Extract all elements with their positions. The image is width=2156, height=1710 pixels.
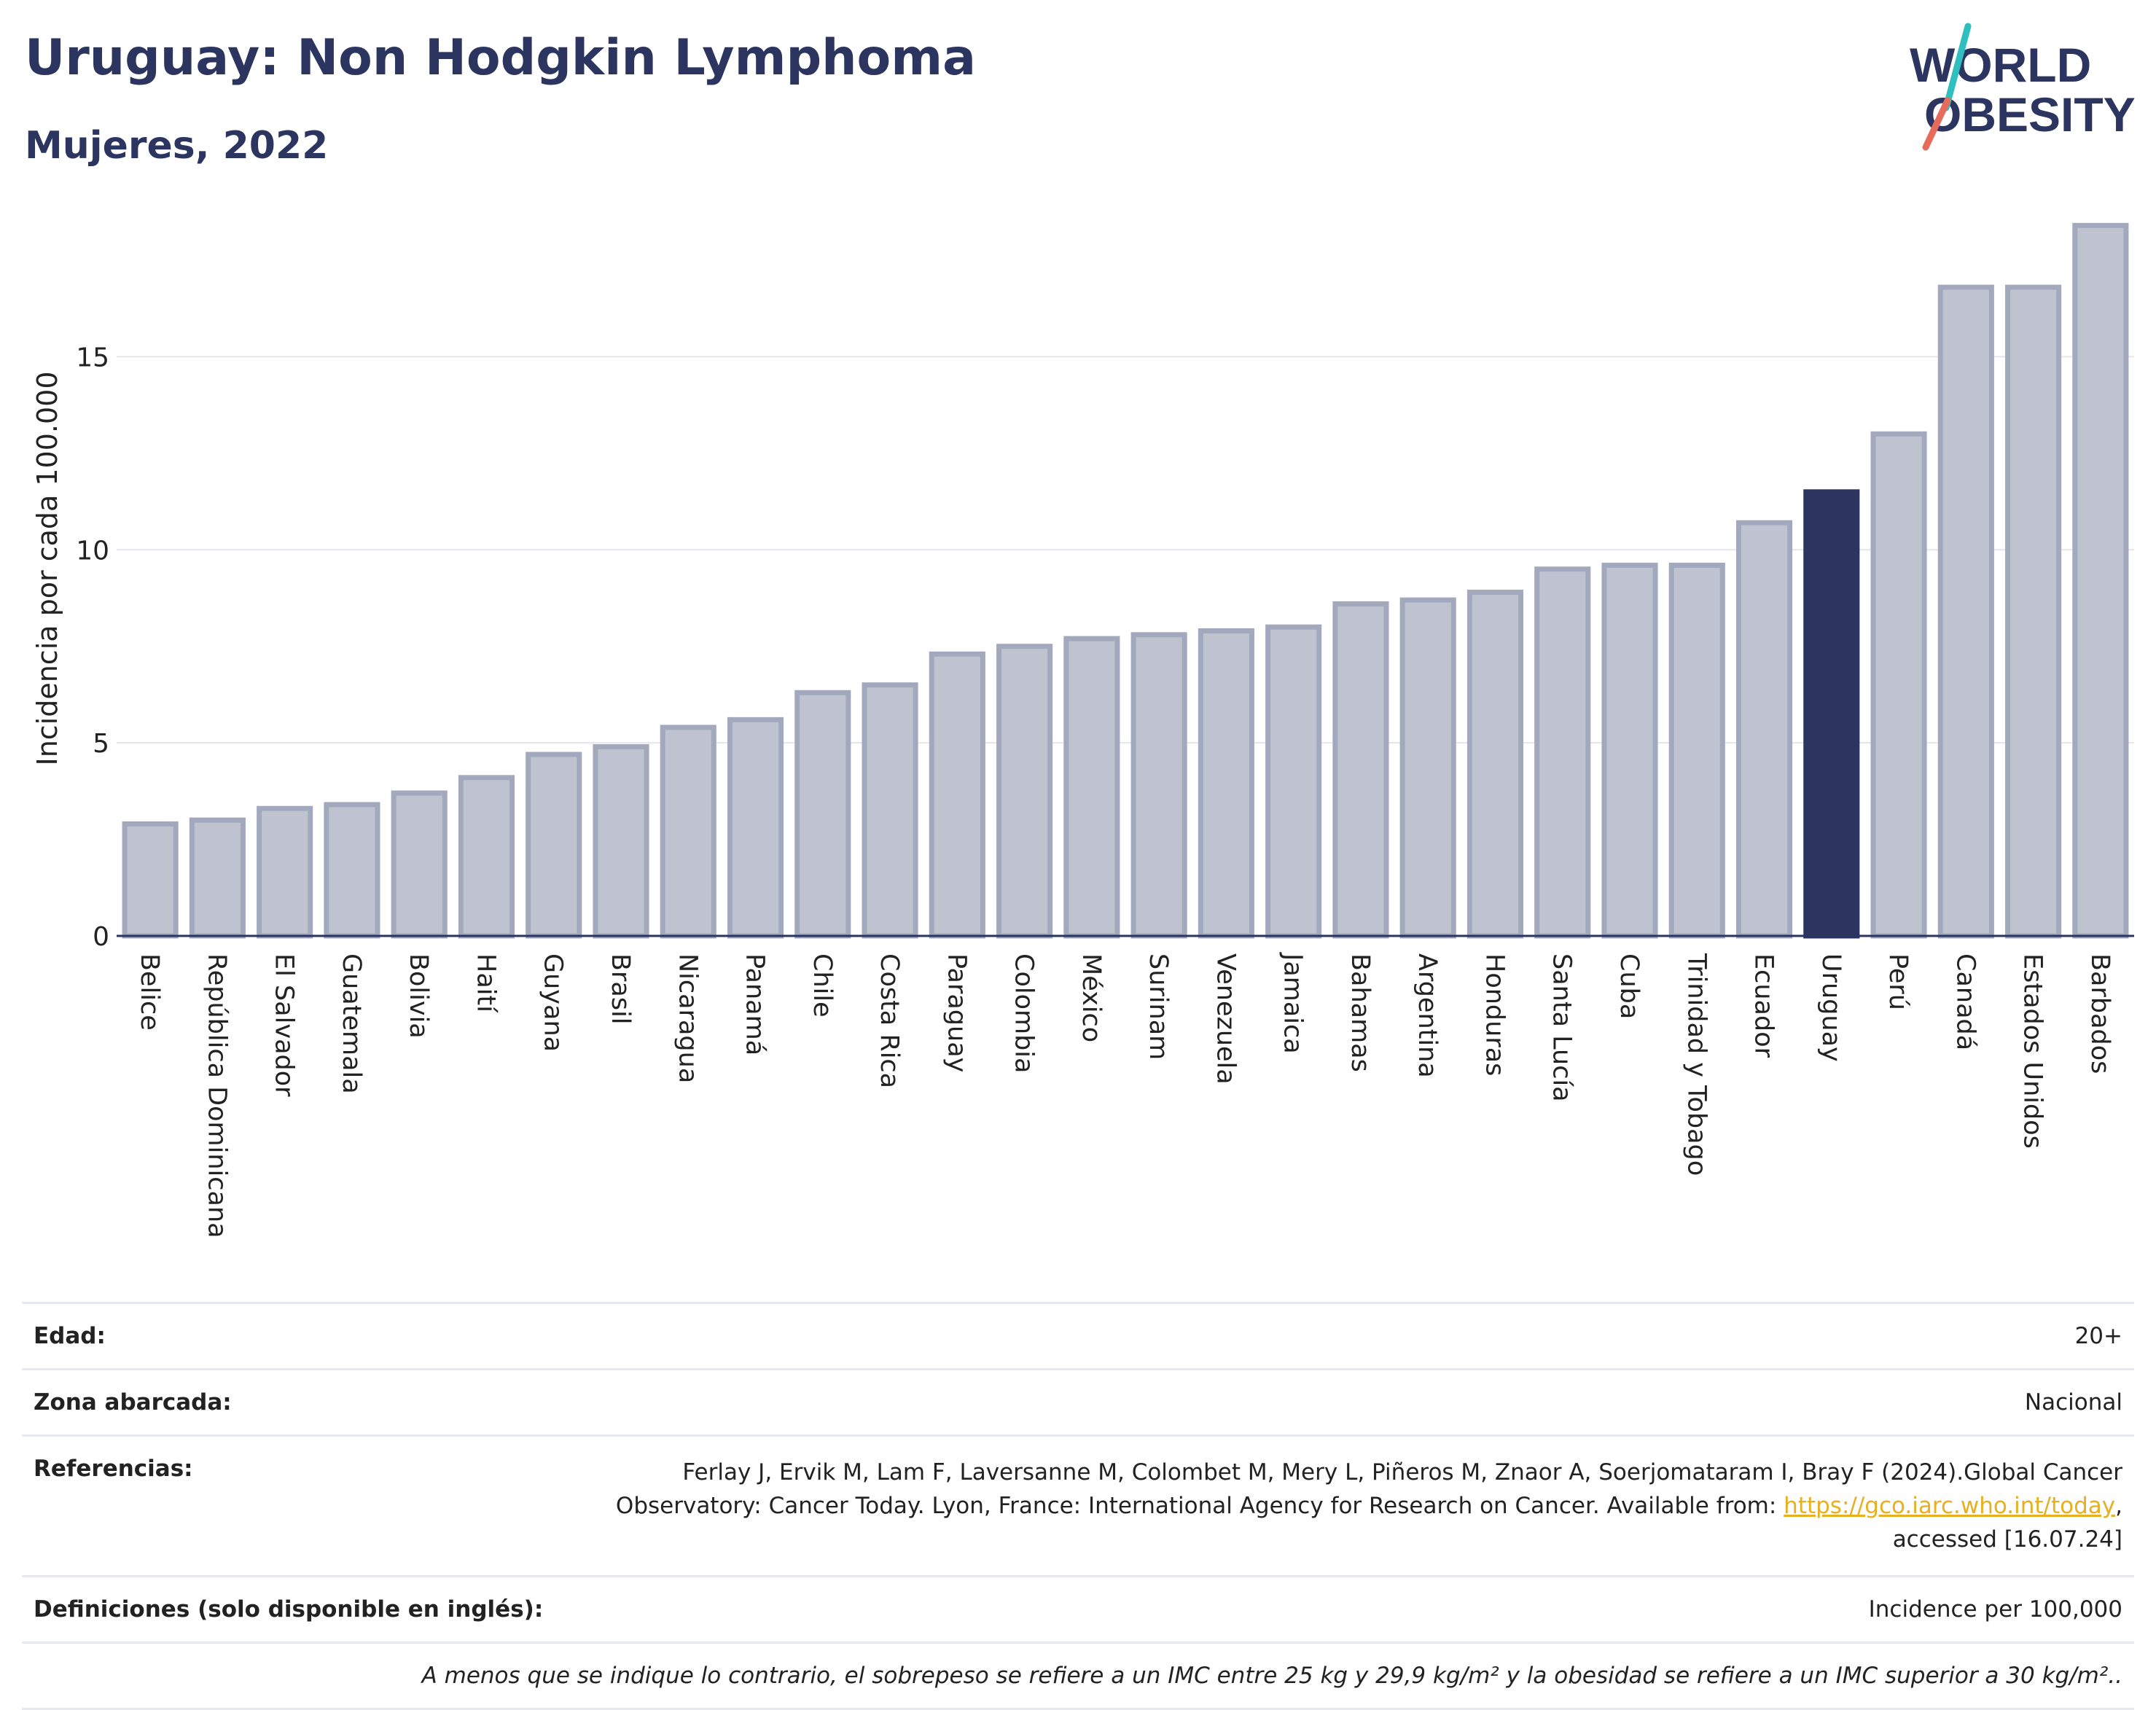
- chart-title: Uruguay: Non Hodgkin Lymphoma: [25, 29, 976, 87]
- bar: [526, 751, 582, 939]
- bar: [1937, 284, 1994, 939]
- gco-link[interactable]: https://gco.iarc.who.int/today: [1784, 1493, 2116, 1519]
- x-tick-label: Jamaica: [1278, 952, 1308, 1054]
- logo-obesity-text: OBESITY: [1924, 87, 2136, 141]
- info-table: Edad: 20+ Zona abarcada: Nacional Refere…: [22, 1302, 2134, 1710]
- bar: [593, 743, 649, 939]
- x-tick-label: Guatemala: [337, 953, 366, 1094]
- bar: [929, 651, 985, 939]
- bar: [189, 817, 246, 939]
- x-tick-label: El Salvador: [270, 953, 299, 1097]
- bar: [660, 725, 716, 939]
- bar: [257, 805, 313, 939]
- logo-world-text: WORLD: [1910, 38, 2091, 92]
- bar: [2005, 284, 2062, 939]
- x-tick-label: Bahamas: [1345, 953, 1375, 1072]
- bar: [2072, 222, 2129, 939]
- x-tick-label: República Dominicana: [202, 953, 231, 1238]
- bar: [1063, 636, 1120, 939]
- x-tick-label: Haití: [471, 953, 500, 1013]
- y-tick-label: 15: [76, 343, 109, 372]
- bar: [1399, 597, 1456, 939]
- x-tick-label: Belice: [135, 953, 164, 1031]
- bar: [122, 821, 179, 939]
- axes: 0 5 10 15 Belice República Dominicana El Salva…: [76, 343, 2134, 1238]
- referencias-label: Referencias:: [34, 1456, 193, 1482]
- x-tick-label: Paraguay: [942, 953, 971, 1072]
- info-row-referencias: Referencias: Ferlay J, Ervik M, Lam F, L…: [22, 1434, 2134, 1575]
- bar: [1870, 431, 1927, 939]
- info-row-definiciones: Definiciones (solo disponible en inglés)…: [22, 1575, 2134, 1641]
- bar-chart: 0 5 10 15 Belice República Dominicana El Salva…: [31, 222, 2134, 1238]
- info-row-zona: Zona abarcada: Nacional: [22, 1368, 2134, 1434]
- x-tick-label: Surinam: [1144, 953, 1173, 1060]
- bar: [391, 790, 448, 939]
- logo-slash-coral: [1922, 97, 1951, 151]
- x-tick-label: Costa Rica: [875, 953, 904, 1088]
- bar: [727, 717, 784, 939]
- x-tick-label: Brasil: [606, 953, 635, 1025]
- x-tick-label: Colombia: [1009, 953, 1039, 1073]
- y-tick-label: 0: [93, 922, 109, 952]
- info-row-note: A menos que se indique lo contrario, el …: [22, 1641, 2134, 1710]
- bar: [1735, 520, 1793, 939]
- bar: [862, 682, 918, 939]
- zona-value: Nacional: [2024, 1389, 2122, 1416]
- edad-label: Edad:: [34, 1323, 106, 1349]
- definiciones-value: Incidence per 100,000: [1868, 1596, 2122, 1623]
- edad-value: 20+: [2074, 1323, 2122, 1349]
- x-tick-label: Bolivia: [404, 953, 433, 1039]
- bar: [1601, 562, 1658, 939]
- x-tick-label: Barbados: [2085, 953, 2114, 1074]
- x-tick-label: Chile: [808, 953, 837, 1018]
- x-tick-label: Santa Lucía: [1547, 953, 1577, 1102]
- bars: [122, 222, 2129, 939]
- x-tick-label: Perú: [1883, 953, 1913, 1010]
- x-tick-label: Cuba: [1614, 953, 1644, 1019]
- x-tick-label: Panamá: [741, 953, 770, 1055]
- bar: [1803, 489, 1860, 939]
- x-tick-label: México: [1077, 953, 1106, 1042]
- x-tick-label: Honduras: [1480, 953, 1509, 1076]
- referencias-accessed: , accessed [16.07.24]: [1892, 1493, 2122, 1553]
- info-row-edad: Edad: 20+: [22, 1302, 2134, 1368]
- bar: [1265, 624, 1322, 939]
- obesity-definition-note: A menos que se indique lo contrario, el …: [421, 1663, 2122, 1689]
- y-tick-label: 10: [76, 536, 109, 566]
- x-tick-label: Ecuador: [1749, 953, 1778, 1058]
- world-obesity-logo: WORLD OBESITY: [1910, 23, 2136, 151]
- bar: [1668, 562, 1725, 939]
- bar: [1130, 632, 1187, 939]
- bar: [324, 802, 380, 939]
- x-tick-label: Argentina: [1413, 953, 1442, 1078]
- bar: [1198, 628, 1254, 939]
- x-tick-label: Uruguay: [1816, 953, 1846, 1062]
- chart-subtitle: Mujeres, 2022: [25, 124, 329, 168]
- y-tick-label: 5: [93, 729, 109, 759]
- zona-label: Zona abarcada:: [34, 1389, 232, 1416]
- gridlines: [117, 356, 2134, 744]
- x-tick-label: Estados Unidos: [2018, 953, 2047, 1149]
- bar: [458, 775, 515, 939]
- logo-slash-teal: [1942, 23, 1972, 112]
- bar: [1466, 590, 1524, 939]
- y-axis-label: Incidencia por cada 100.000: [31, 371, 63, 765]
- bar: [794, 690, 851, 939]
- referencias-value: Ferlay J, Ervik M, Lam F, Laversanne M, …: [570, 1456, 2122, 1556]
- bar: [996, 644, 1053, 939]
- x-tick-label: Nicaragua: [673, 953, 702, 1083]
- definiciones-label: Definiciones (solo disponible en inglés)…: [34, 1596, 544, 1623]
- x-tick-label: Trinidad y Tobago: [1682, 953, 1711, 1176]
- x-tick-label: Venezuela: [1211, 953, 1240, 1085]
- bar: [1534, 566, 1591, 939]
- referencias-text: Ferlay J, Ervik M, Lam F, Laversanne M, …: [615, 1459, 2122, 1519]
- x-tick-label: Guyana: [539, 953, 568, 1052]
- bar: [1332, 601, 1389, 939]
- x-tick-label: Canadá: [1950, 953, 1980, 1050]
